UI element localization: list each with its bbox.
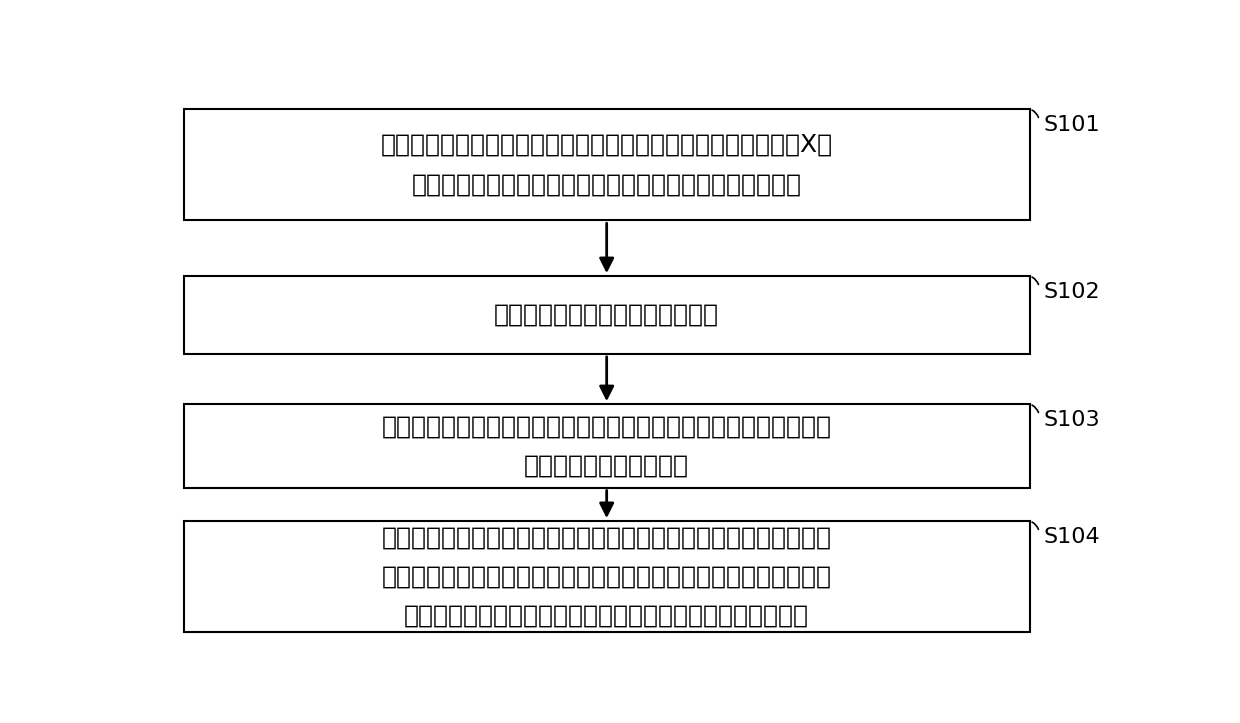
Bar xyxy=(184,276,1029,354)
Bar xyxy=(184,109,1029,221)
Text: S102: S102 xyxy=(1044,281,1101,301)
Text: S104: S104 xyxy=(1044,526,1101,547)
Text: 根据各个吸光度计算理想光谱信息: 根据各个吸光度计算理想光谱信息 xyxy=(495,303,719,327)
Text: S103: S103 xyxy=(1044,410,1101,429)
Text: S101: S101 xyxy=(1044,114,1101,134)
Text: 根据所述各个土壤样本的目标光谱信息和与每个土壤样本对应的回归
系数，计算校正后的各个土壤样本的吸光度，确认所述校正后的各个
土壤样本的吸光度为预处理后的各个土壤: 根据所述各个土壤样本的目标光谱信息和与每个土壤样本对应的回归 系数，计算校正后的… xyxy=(382,526,832,628)
Text: 获取预设数量的土壤样本的目标光谱信息；所述目标光谱信息为X射
线荧光光谱信息，所述目标光谱信息包括各个波长的吸光度: 获取预设数量的土壤样本的目标光谱信息；所述目标光谱信息为X射 线荧光光谱信息，所… xyxy=(381,133,833,197)
Text: 根据所述理想光谱信息和各个土壤样本的目标光谱信息，计算与每个
土壤样本对应的回归系数: 根据所述理想光谱信息和各个土壤样本的目标光谱信息，计算与每个 土壤样本对应的回归… xyxy=(382,414,832,477)
Bar xyxy=(184,521,1029,633)
Bar xyxy=(184,404,1029,487)
